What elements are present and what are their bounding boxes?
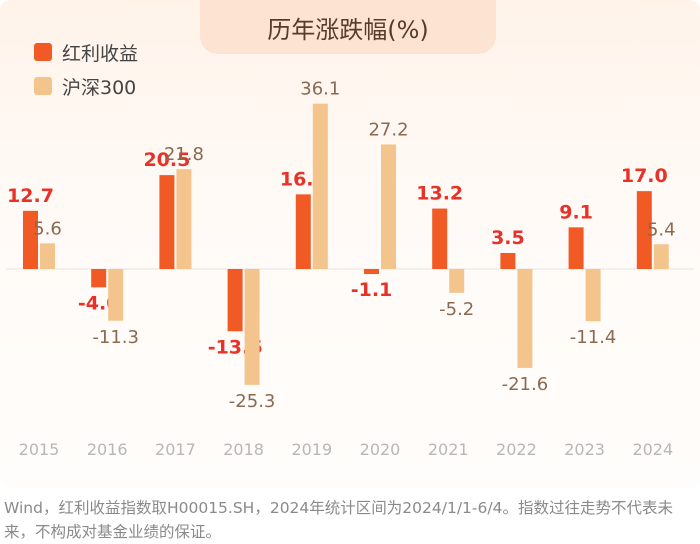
x-tick-label-2021: 2021 — [428, 440, 469, 459]
bar-series2-2021 — [449, 269, 465, 293]
bar-series2-2022 — [517, 269, 533, 368]
data-label-series1-2020: -1.1 — [351, 279, 393, 301]
bar-series2-2017 — [176, 169, 192, 269]
bar-series1-2023 — [568, 227, 584, 269]
data-label-series2-2019: 36.1 — [300, 79, 340, 100]
data-label-series2-2023: -11.4 — [570, 327, 617, 348]
bar-chart: 12.75.62015-4.0-11.3201620.521.82017-13.… — [6, 79, 694, 459]
data-label-series2-2021: -5.2 — [439, 299, 474, 320]
data-label-series1-2021: 13.2 — [416, 183, 463, 205]
data-label-series2-2017: 21.8 — [164, 144, 204, 165]
data-label-series1-2023: 9.1 — [559, 201, 593, 223]
data-label-series2-2020: 27.2 — [368, 119, 408, 140]
x-tick-label-2019: 2019 — [291, 440, 332, 459]
legend: 红利收益 沪深300 — [34, 38, 138, 106]
chart-card: 历年涨跌幅(%) 红利收益 沪深300 12.7 5.6 2015 -4.0 -11.3… — [0, 0, 700, 488]
x-tick-label-2016: 2016 — [87, 440, 128, 459]
data-label-series2-2024: 5.4 — [647, 219, 676, 240]
legend-swatch-series2 — [34, 77, 52, 95]
x-tick-label-2024: 2024 — [632, 440, 673, 459]
data-label-series1-2024: 17.0 — [621, 165, 668, 187]
data-label-series1-2022: 3.5 — [491, 227, 525, 249]
bar-series1-2018 — [227, 269, 243, 332]
data-label-series2-2016: -11.3 — [92, 327, 139, 348]
bar-series1-2024 — [636, 191, 652, 269]
bar-series2-2023 — [585, 269, 601, 322]
bar-series2-2024 — [653, 244, 669, 269]
x-tick-label-2017: 2017 — [155, 440, 196, 459]
data-label-series2-2022: -21.6 — [502, 374, 549, 395]
bar-series2-2018 — [244, 269, 260, 385]
title-tab — [200, 0, 496, 54]
bar-series1-2021 — [432, 208, 448, 269]
legend-item-series1: 红利收益 — [34, 38, 138, 66]
legend-item-series2: 沪深300 — [34, 72, 138, 100]
bar-series1-2020 — [364, 269, 379, 275]
x-tick-label-2023: 2023 — [564, 440, 605, 459]
x-tick-label-2018: 2018 — [223, 440, 264, 459]
data-label-series2-2018: -25.3 — [229, 391, 276, 412]
bar-series2-2019 — [312, 103, 328, 269]
bar-series2-2020 — [381, 144, 396, 269]
bar-series1-2015 — [23, 210, 38, 269]
footnote: Wind，红利收益指数取H00015.SH，2024年统计区间为2024/1/1… — [4, 499, 673, 541]
bar-series2-2016 — [108, 269, 124, 321]
data-label-series1-2017: 20.5 — [143, 149, 190, 171]
legend-swatch-series1 — [34, 43, 52, 61]
x-tick-label-2015: 2015 — [19, 440, 60, 459]
legend-label-series2: 沪深300 — [62, 76, 137, 99]
bar-series1-2019 — [295, 194, 311, 269]
x-tick-label-2020: 2020 — [360, 440, 401, 459]
chart-title: 历年涨跌幅(%) — [267, 16, 429, 44]
x-tick-label-2022: 2022 — [496, 440, 537, 459]
data-label-series1-2015: 12.7 — [7, 185, 54, 207]
bar-series1-2022 — [500, 252, 516, 269]
data-label-series2-2015: 5.6 — [33, 218, 62, 239]
bar-series1-2017 — [159, 175, 175, 269]
bar-series1-2016 — [91, 269, 107, 288]
legend-label-series1: 红利收益 — [62, 42, 139, 65]
bar-series2-2015 — [40, 243, 55, 269]
